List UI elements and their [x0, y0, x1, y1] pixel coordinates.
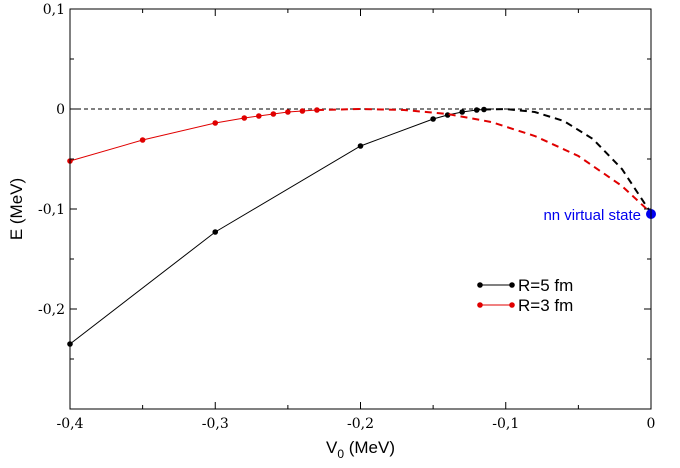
x-axis-title-unit: (MeV) [344, 438, 395, 457]
series-r-3-fm-point [256, 113, 262, 119]
x-axis-title-main: V [326, 438, 338, 457]
y-tick-label: -0,1 [38, 202, 65, 218]
series-r-3-fm-point [299, 108, 306, 114]
legend-marker-r-5-fm [477, 282, 483, 288]
x-tick-label: -0,2 [347, 416, 374, 432]
y-tick-label: 0,1 [43, 2, 65, 18]
x-tick-label: -0,1 [492, 416, 519, 432]
series-r-3-fm-point [270, 111, 277, 117]
x-axis-title-subscript: 0 [337, 447, 344, 461]
y-axis-title: E (MeV) [7, 178, 26, 240]
y-tick-label: -0,2 [38, 302, 65, 318]
series-r-5-fm-point [212, 229, 219, 235]
y-tick-label: 0 [56, 102, 65, 118]
series-r-5-fm-point [357, 143, 364, 149]
series-r-5-fm-point [473, 107, 480, 113]
series-r-3-fm-point [212, 120, 219, 126]
legend-marker-r-3-fm [509, 302, 515, 308]
series-r-5-fm-point [481, 106, 487, 113]
series-r-5-fm-line [69, 109, 484, 345]
series-r-3-fm-extrapolation-line [316, 107, 652, 214]
legend-label-r-3-fm: R=3 fm [518, 296, 573, 315]
series-r-3-fm-line [69, 109, 317, 162]
plot-area: nn virtual state [67, 106, 656, 347]
series-r-3-fm-point [285, 109, 291, 115]
x-axis-title: V0 (MeV) [326, 438, 395, 461]
series-r-5-fm-point [459, 109, 465, 115]
axes: -0,4 -0,3 -0,2 -0,1 0-0,2-0,100,1V0 (MeV)E (… [7, 2, 655, 461]
legend-label-r-5-fm: R=5 fm [518, 276, 573, 295]
legend: R=5 fmR=3 fm [477, 276, 573, 315]
virtual-state-label: nn virtual state [543, 207, 641, 224]
legend-marker-r-3-fm [477, 302, 483, 308]
series-r-5-fm-extrapolation-line [483, 107, 652, 214]
x-tick-label: 0 [647, 416, 656, 432]
legend-marker-r-5-fm [509, 282, 515, 288]
x-tick-label: -0,3 [202, 416, 229, 432]
series-r-3-fm-point [139, 137, 146, 143]
x-tick-label: -0,4 [57, 416, 84, 432]
series-r-3-fm-point [241, 115, 248, 121]
series-r-3-fm-point [314, 107, 320, 113]
series-r-5-fm-point [430, 116, 436, 122]
